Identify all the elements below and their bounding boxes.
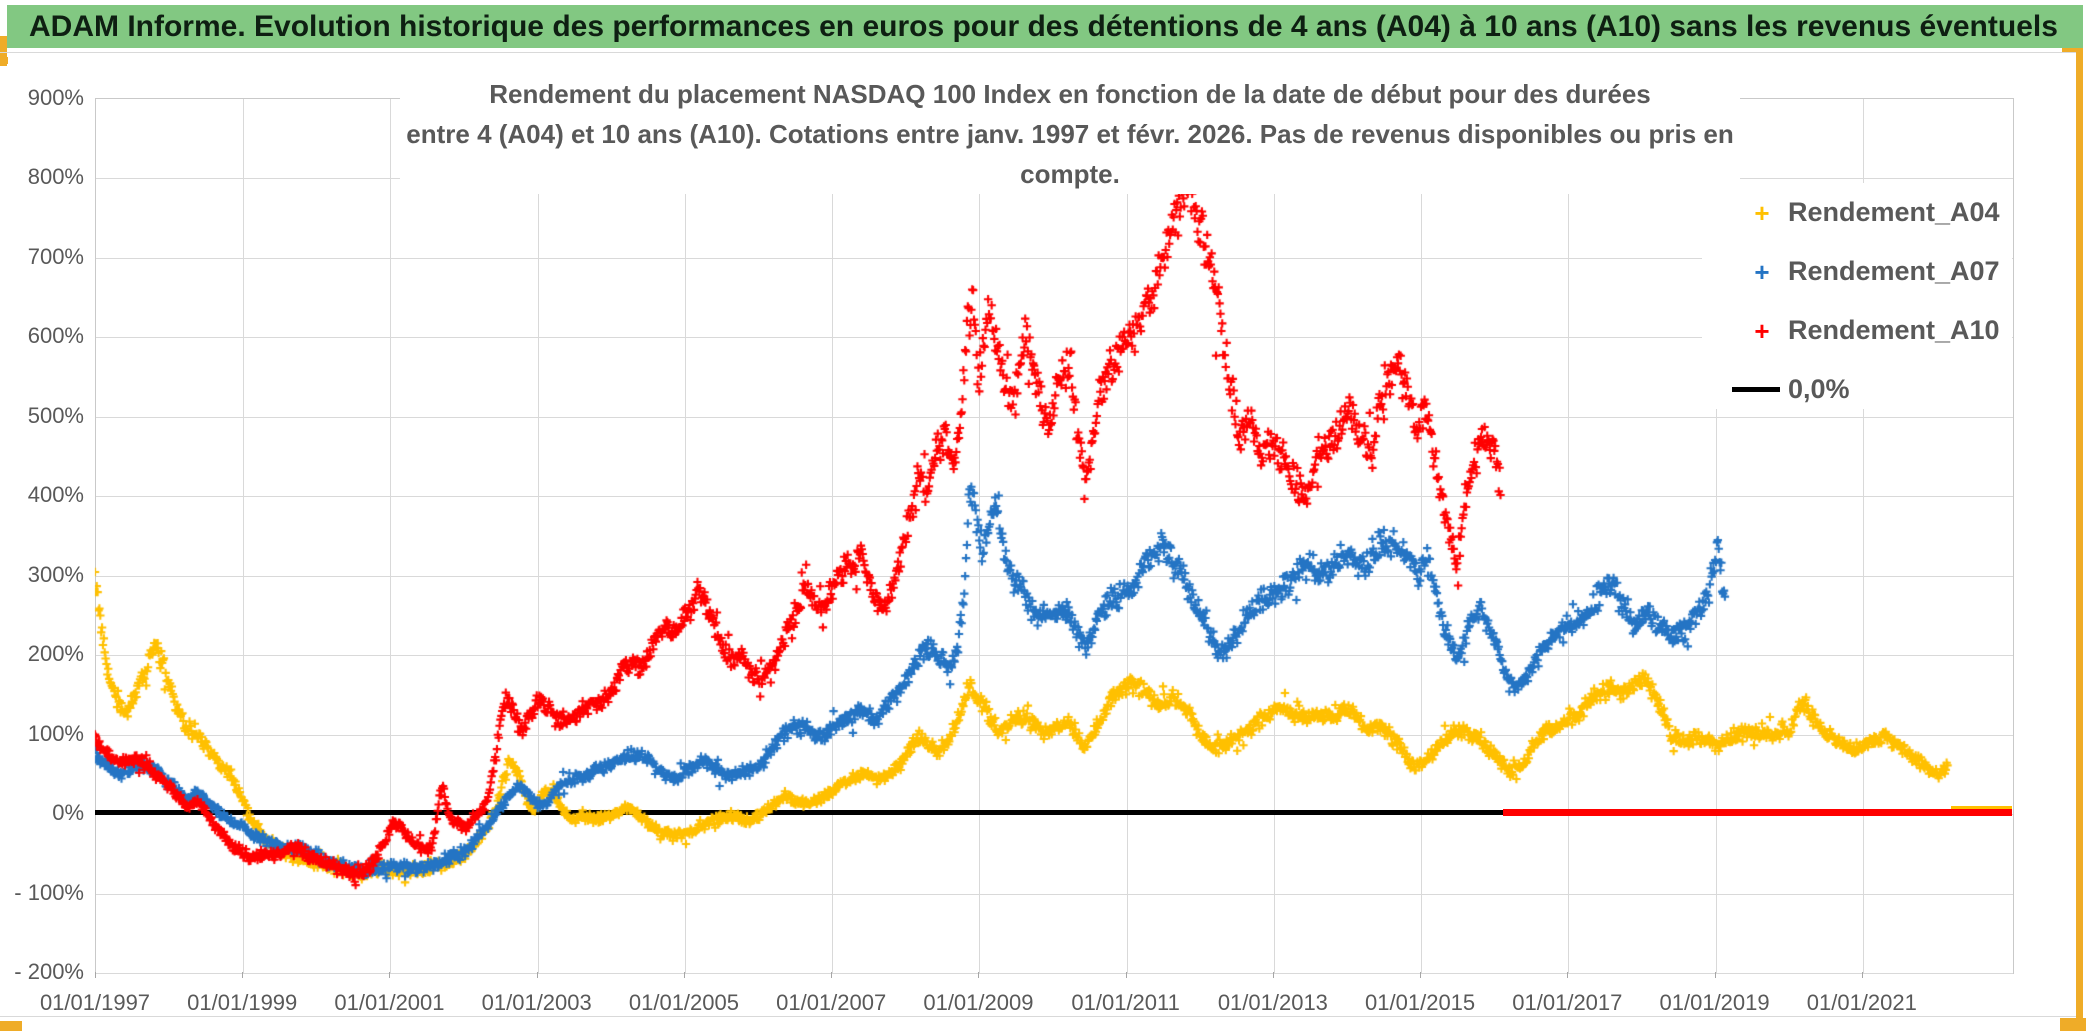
plus-marker-icon: + <box>1754 256 1770 287</box>
plus-marker-icon: + <box>1754 315 1770 346</box>
legend-item-a04[interactable]: + Rendement_A04 <box>1702 183 2012 242</box>
legend-label: Rendement_A07 <box>1788 256 2000 286</box>
legend-label: Rendement_A10 <box>1788 315 2000 345</box>
legend-label: 0,0% <box>1788 374 1850 404</box>
legend-item-zero-line[interactable]: 0,0% <box>1702 360 2012 419</box>
chart-title-line1: Rendement du placement NASDAQ 100 Index … <box>489 79 1651 109</box>
legend-item-a07[interactable]: + Rendement_A07 <box>1702 242 2012 301</box>
chart-title-line2: entre 4 (A04) et 10 ans (A10). Cotations… <box>406 119 1734 189</box>
line-marker-icon <box>1732 387 1780 392</box>
plus-marker-icon: + <box>1754 197 1770 228</box>
legend-label: Rendement_A04 <box>1788 197 2000 227</box>
legend-item-a10[interactable]: + Rendement_A10 <box>1702 301 2012 360</box>
chart-title[interactable]: Rendement du placement NASDAQ 100 Index … <box>400 74 1740 194</box>
legend[interactable]: + Rendement_A04 + Rendement_A07 + Rendem… <box>1702 183 2012 409</box>
